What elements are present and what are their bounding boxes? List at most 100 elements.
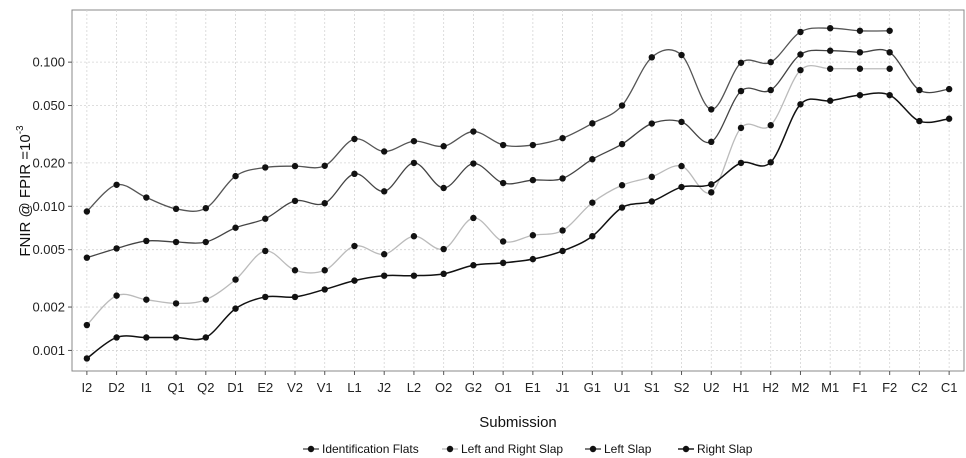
series-3-point	[291, 197, 299, 205]
series-2-point	[410, 233, 418, 240]
series-1-point	[172, 205, 180, 213]
grid-lines	[72, 10, 964, 371]
series-4-point	[648, 198, 655, 205]
series-1-point	[559, 134, 566, 142]
legend-label: Left and Right Slap	[461, 442, 563, 456]
x-tick-label: O1	[494, 380, 511, 395]
series-2-point	[827, 65, 834, 72]
series-4-point	[410, 272, 418, 279]
series-1-point	[856, 27, 864, 34]
series-line-2	[86, 64, 890, 326]
x-tick-label: D1	[227, 380, 244, 395]
series-1-point	[470, 128, 477, 135]
series-2-point	[678, 162, 685, 170]
series-4-point	[708, 181, 715, 188]
series-3-point	[232, 224, 239, 231]
series-3-point	[797, 51, 804, 58]
series-2-point	[291, 267, 299, 274]
series-4-point	[321, 286, 328, 293]
series-3-point	[470, 160, 477, 167]
series-1-point	[827, 24, 834, 32]
series-4-point	[737, 159, 745, 167]
series-3-point	[618, 140, 626, 148]
series-4-point	[678, 183, 685, 191]
legend-label: Left Slap	[604, 442, 652, 456]
x-tick-label: E2	[257, 380, 273, 395]
x-tick-label: D2	[108, 380, 125, 395]
series-2-point	[470, 214, 477, 222]
plot-background	[71, 9, 965, 372]
y-tick-label: 0.001	[32, 343, 65, 358]
series-4-point	[351, 277, 358, 284]
series-1-point	[291, 162, 299, 170]
x-tick-label: L1	[347, 380, 361, 395]
series-2-point	[381, 251, 388, 258]
x-tick-label: C2	[911, 380, 928, 395]
series-3-point	[381, 188, 388, 195]
series-4-point	[618, 204, 626, 211]
series-2-point	[618, 182, 626, 189]
series-4-point	[827, 97, 834, 104]
x-tick-label: U1	[614, 380, 631, 395]
legend-key-dot	[307, 445, 315, 453]
series-3-point	[499, 179, 507, 187]
x-tick-label: S2	[674, 380, 690, 395]
x-tick-label: Q1	[167, 380, 184, 395]
x-tick-label: I1	[141, 380, 152, 395]
y-axis-title-main: FNIR @ FPIR =10	[17, 134, 34, 256]
series-4-point	[83, 355, 91, 362]
x-tick-label: O2	[435, 380, 452, 395]
series-2-point	[143, 296, 150, 303]
series-1-point	[797, 28, 804, 36]
series-1-point	[529, 141, 537, 149]
x-tick-label: G1	[584, 380, 601, 395]
series-1-point	[648, 54, 655, 61]
series-3-point	[113, 245, 120, 252]
series-2-point	[440, 245, 447, 253]
series-3-point	[916, 86, 923, 94]
series-1-point	[113, 181, 120, 188]
x-tick-label: J2	[377, 380, 391, 395]
series-3-point	[589, 156, 596, 163]
series-2-point	[589, 199, 596, 206]
series-2-point	[232, 276, 239, 283]
series-1-point	[499, 141, 507, 149]
series-1-point	[440, 143, 447, 150]
series-4-point	[559, 247, 566, 255]
series-3-point	[143, 237, 150, 245]
x-tick-label: Q2	[197, 380, 214, 395]
series-4-point	[767, 159, 774, 166]
series-2-point	[737, 124, 745, 132]
series-4-point	[589, 233, 596, 240]
series-1-point	[83, 208, 91, 215]
x-tick-label: L2	[407, 380, 421, 395]
series-3-point	[410, 159, 418, 167]
y-tick-label: 0.020	[32, 155, 65, 170]
series-1-point	[351, 135, 358, 143]
series-2-point	[202, 296, 209, 303]
series-4-point	[856, 91, 864, 99]
series-1-point	[589, 120, 596, 127]
series-2-point	[648, 173, 655, 181]
series-4-point	[470, 262, 477, 269]
series-4-point	[797, 101, 804, 108]
series-2-point	[83, 321, 91, 329]
series-3-point	[559, 175, 566, 182]
x-axis: I2 D2 I1 Q1 Q2 D1 E2 V2 V1 L1 J2 L2 O2 G2 O1 E1 J1 G1 U1 S1…	[81, 371, 957, 395]
y-axis-title-exponent: -3	[15, 125, 26, 134]
series-3-point	[708, 138, 715, 146]
series-1-point	[708, 106, 715, 113]
series-1-point	[886, 27, 893, 34]
series-1-point	[202, 204, 209, 212]
x-tick-label: H1	[733, 380, 750, 395]
series-4-point	[916, 117, 923, 125]
x-tick-label: M2	[791, 380, 809, 395]
series-4-point	[499, 259, 507, 267]
series-4-point	[886, 91, 893, 99]
series-1-point	[767, 58, 774, 66]
series-3-point	[648, 120, 655, 127]
y-tick-label: 0.050	[32, 98, 65, 113]
y-axis-title: FNIR @ FPIR =10-3	[15, 125, 34, 257]
series-2-point	[529, 232, 537, 239]
series-1-point	[143, 194, 150, 201]
